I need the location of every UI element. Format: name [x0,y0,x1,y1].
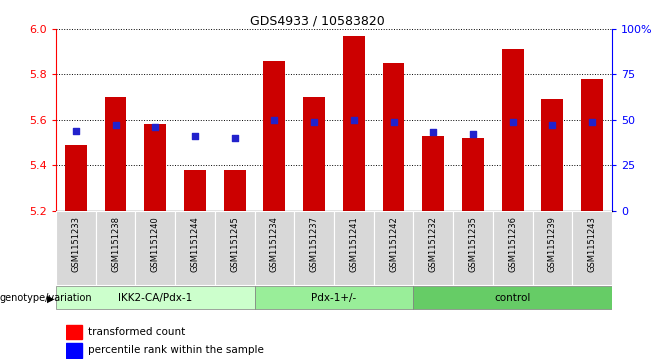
Text: control: control [494,293,531,303]
FancyBboxPatch shape [255,211,294,285]
Point [547,122,557,128]
Point [309,119,319,125]
Text: GSM1151242: GSM1151242 [389,216,398,272]
Bar [581,79,603,211]
Point [269,117,280,123]
Text: GSM1151233: GSM1151233 [71,216,80,273]
Text: GSM1151239: GSM1151239 [548,216,557,272]
Text: ▶: ▶ [47,293,55,303]
Text: GSM1151241: GSM1151241 [349,216,359,272]
FancyBboxPatch shape [334,211,374,285]
Text: Pdx-1+/-: Pdx-1+/- [311,293,357,303]
FancyBboxPatch shape [294,211,334,285]
Bar [105,97,126,211]
FancyBboxPatch shape [175,211,215,285]
FancyBboxPatch shape [572,211,612,285]
Text: GSM1151238: GSM1151238 [111,216,120,273]
Bar [422,136,444,211]
Text: GSM1151232: GSM1151232 [429,216,438,272]
Bar [65,145,87,211]
Text: GSM1151240: GSM1151240 [151,216,160,272]
Text: transformed count: transformed count [88,327,185,337]
FancyBboxPatch shape [56,286,255,309]
FancyBboxPatch shape [56,211,95,285]
Point [70,128,81,134]
Text: GSM1151234: GSM1151234 [270,216,279,272]
Point [150,124,161,130]
Point [111,122,121,128]
Text: GSM1151235: GSM1151235 [468,216,478,272]
Text: percentile rank within the sample: percentile rank within the sample [88,345,263,355]
FancyBboxPatch shape [453,211,493,285]
Text: IKK2-CA/Pdx-1: IKK2-CA/Pdx-1 [118,293,192,303]
FancyBboxPatch shape [215,211,255,285]
Bar [144,125,166,211]
Point [230,135,240,141]
Text: GSM1151237: GSM1151237 [309,216,318,273]
Point [428,130,438,135]
Bar [66,343,82,358]
FancyBboxPatch shape [532,211,572,285]
Bar [303,97,325,211]
Bar [502,49,524,211]
Text: GSM1151236: GSM1151236 [508,216,517,273]
Bar [224,170,245,211]
FancyBboxPatch shape [413,286,612,309]
Text: genotype/variation: genotype/variation [0,293,93,303]
Point [507,119,518,125]
Bar [263,61,286,211]
Text: GSM1151243: GSM1151243 [588,216,597,272]
Point [468,131,478,137]
Bar [542,99,563,211]
Bar [184,170,206,211]
Point [349,117,359,123]
Title: GDS4933 / 10583820: GDS4933 / 10583820 [250,15,385,28]
Text: GSM1151245: GSM1151245 [230,216,239,272]
Point [587,119,597,125]
Point [190,133,200,139]
FancyBboxPatch shape [493,211,532,285]
Bar [343,36,365,211]
FancyBboxPatch shape [413,211,453,285]
Bar [66,325,82,339]
FancyBboxPatch shape [136,211,175,285]
Bar [382,63,405,211]
FancyBboxPatch shape [255,286,413,309]
Text: GSM1151244: GSM1151244 [190,216,199,272]
FancyBboxPatch shape [95,211,136,285]
FancyBboxPatch shape [374,211,413,285]
Bar [462,138,484,211]
Point [388,119,399,125]
